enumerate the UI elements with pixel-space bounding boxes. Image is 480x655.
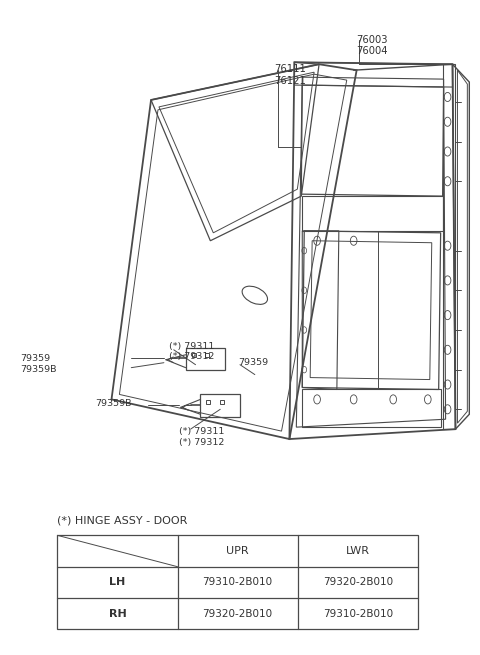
Text: 79359: 79359 — [238, 358, 268, 367]
Bar — [57, 535, 418, 629]
Text: 79359B: 79359B — [21, 365, 57, 374]
Text: 79310-2B010: 79310-2B010 — [323, 608, 393, 619]
Text: 79320-2B010: 79320-2B010 — [323, 578, 393, 588]
Text: 76111
76121: 76111 76121 — [275, 64, 306, 86]
Text: LWR: LWR — [346, 546, 370, 556]
Text: LH: LH — [109, 578, 126, 588]
Text: UPR: UPR — [226, 546, 249, 556]
Text: 79320-2B010: 79320-2B010 — [203, 608, 273, 619]
Text: (*) HINGE ASSY - DOOR: (*) HINGE ASSY - DOOR — [57, 515, 188, 525]
Text: (*) 79311
(*) 79312: (*) 79311 (*) 79312 — [179, 427, 224, 447]
Text: RH: RH — [108, 608, 126, 619]
Text: 79359: 79359 — [21, 354, 51, 363]
Text: 79310-2B010: 79310-2B010 — [203, 578, 273, 588]
Text: 76003
76004: 76003 76004 — [357, 35, 388, 56]
Text: 79359B: 79359B — [96, 400, 132, 408]
Text: (*) 79311
(*) 79312: (*) 79311 (*) 79312 — [169, 342, 214, 362]
